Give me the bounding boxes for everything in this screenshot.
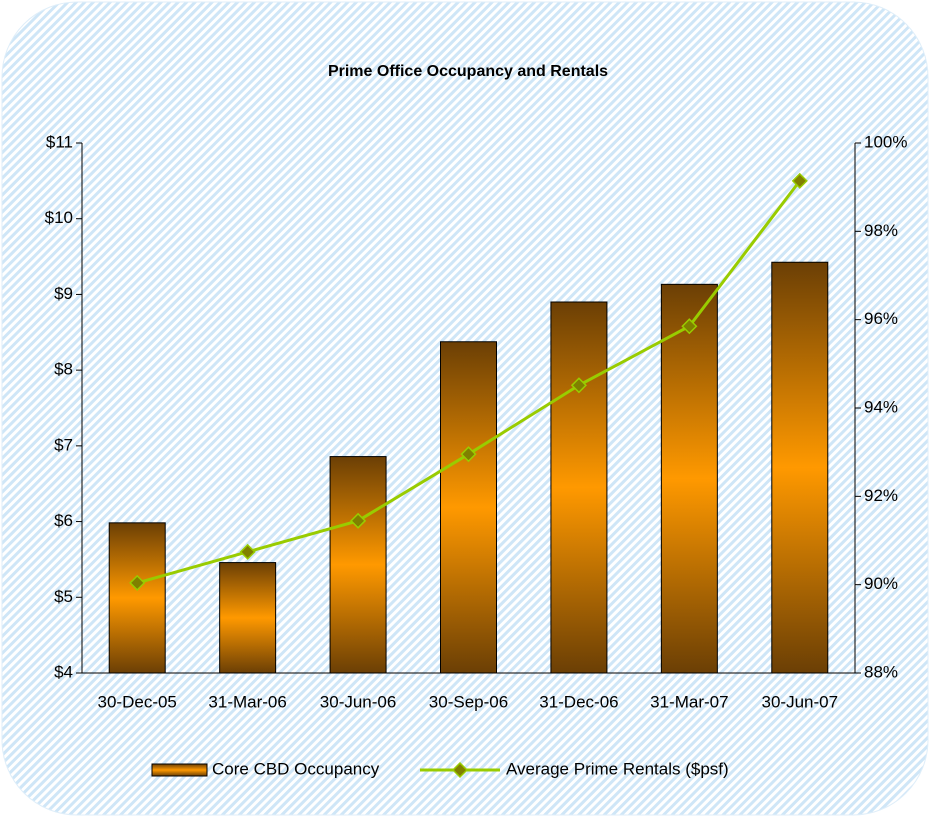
bar bbox=[219, 562, 277, 674]
y-tick-label: $4 bbox=[54, 662, 73, 681]
x-tick-label: 31-Mar-06 bbox=[208, 692, 286, 711]
y-tick-label: $10 bbox=[45, 208, 73, 227]
y-tick-label: $9 bbox=[54, 284, 73, 303]
legend-marker bbox=[451, 761, 469, 779]
legend-label: Core CBD Occupancy bbox=[212, 759, 380, 778]
marker bbox=[129, 574, 146, 591]
y2-tick-label: 88% bbox=[864, 662, 898, 681]
x-tick-label: 30-Sep-06 bbox=[429, 692, 508, 711]
marker bbox=[570, 377, 587, 394]
bar bbox=[660, 283, 718, 674]
x-tick-label: 31-Mar-07 bbox=[650, 692, 728, 711]
bar bbox=[440, 341, 497, 674]
y-tick-label: $11 bbox=[46, 132, 73, 151]
x-tick-label: 31-Dec-06 bbox=[539, 692, 618, 711]
y2-tick-label: 98% bbox=[864, 221, 898, 240]
bar bbox=[550, 301, 608, 674]
marker bbox=[681, 318, 698, 335]
marker bbox=[791, 172, 808, 189]
y2-tick-label: 94% bbox=[864, 397, 898, 416]
y-tick-label: $6 bbox=[54, 511, 73, 530]
marker bbox=[460, 446, 477, 463]
y-tick-label: $8 bbox=[54, 360, 73, 379]
legend-label: Average Prime Rentals ($psf) bbox=[506, 759, 729, 778]
bar bbox=[108, 522, 166, 674]
y-tick-label: $7 bbox=[54, 435, 73, 454]
x-tick-label: 30-Jun-06 bbox=[320, 692, 397, 711]
marker bbox=[239, 543, 256, 560]
y-tick-label: $5 bbox=[54, 587, 73, 606]
chart-title: Prime Office Occupancy and Rentals bbox=[328, 63, 608, 80]
y2-tick-label: 100% bbox=[864, 132, 907, 151]
x-tick-label: 30-Jun-07 bbox=[762, 692, 839, 711]
y2-tick-label: 90% bbox=[864, 574, 898, 593]
bar bbox=[771, 261, 829, 674]
marker bbox=[350, 512, 367, 529]
bar bbox=[329, 456, 387, 674]
x-tick-label: 30-Dec-05 bbox=[98, 692, 177, 711]
legend-swatch bbox=[151, 763, 208, 777]
y2-tick-label: 92% bbox=[864, 486, 898, 505]
y2-tick-label: 96% bbox=[864, 309, 898, 328]
